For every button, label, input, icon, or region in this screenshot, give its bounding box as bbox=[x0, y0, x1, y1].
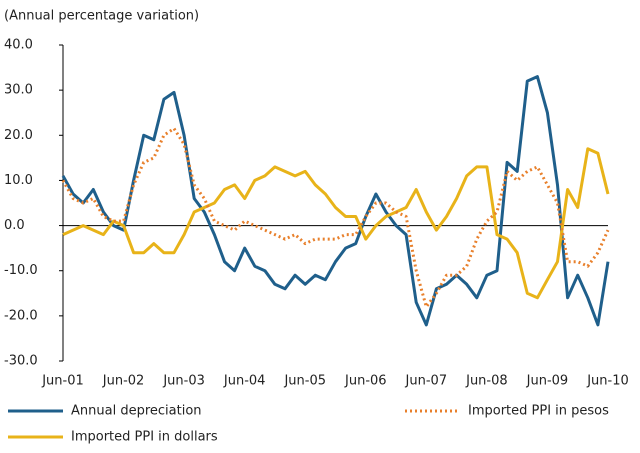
legend-label: Imported PPI in dollars bbox=[71, 430, 218, 445]
x-tick-label: Jun-10 bbox=[586, 374, 629, 389]
x-tick-label: Jun-04 bbox=[223, 374, 266, 389]
y-tick-label: -20.0 bbox=[4, 308, 38, 323]
y-tick-label: 30.0 bbox=[4, 83, 33, 98]
legend-label: Imported PPI in pesos bbox=[468, 404, 609, 419]
x-tick-label: Jun-02 bbox=[102, 374, 145, 389]
x-tick-label: Jun-03 bbox=[162, 374, 205, 389]
y-tick-label: -30.0 bbox=[4, 354, 38, 369]
x-tick-label: Jun-07 bbox=[405, 374, 448, 389]
series-line bbox=[61, 75, 610, 327]
y-tick-label: 0.0 bbox=[4, 218, 25, 233]
x-tick-label: Jun-09 bbox=[526, 374, 569, 389]
y-tick-label: 40.0 bbox=[4, 38, 33, 53]
series-line bbox=[61, 127, 610, 309]
chart-subtitle: (Annual percentage variation) bbox=[4, 9, 199, 24]
x-tick-label: Jun-06 bbox=[344, 374, 387, 389]
x-tick-label: Jun-05 bbox=[283, 374, 326, 389]
y-tick-label: 10.0 bbox=[4, 173, 33, 188]
x-tick-label: Jun-08 bbox=[465, 374, 508, 389]
legend-label: Annual depreciation bbox=[71, 404, 202, 419]
y-tick-label: 20.0 bbox=[4, 128, 33, 143]
y-tick-label: -10.0 bbox=[4, 263, 38, 278]
x-tick-label: Jun-01 bbox=[41, 374, 84, 389]
series-line bbox=[62, 147, 610, 300]
